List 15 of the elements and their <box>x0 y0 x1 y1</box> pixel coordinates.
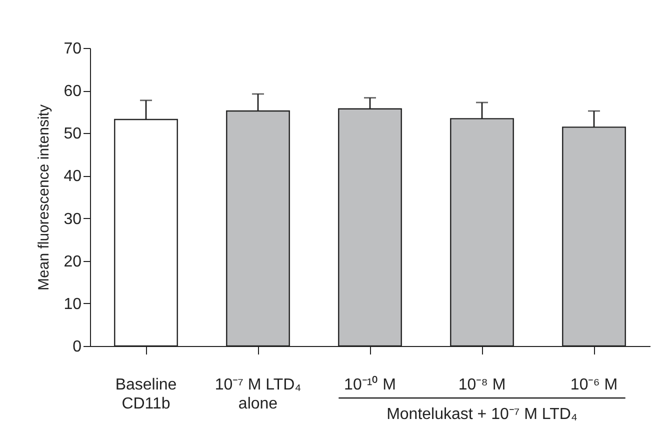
y-tick-label: 40 <box>64 168 82 186</box>
y-tick-label: 50 <box>64 126 82 143</box>
x-tick-label: 10⁻⁸ M <box>458 376 506 394</box>
y-tick-label: 0 <box>72 338 82 356</box>
y-tick-label: 60 <box>64 83 82 100</box>
x-tick-label: 10⁻⁶ M <box>570 376 618 394</box>
y-tick-label: 10 <box>64 296 82 313</box>
y-tick-label: 70 <box>64 40 82 58</box>
x-tick-label: 10⁻¹⁰ M <box>344 376 396 394</box>
x-tick-label: 10⁻⁷ M LTD₄ alone <box>214 376 302 412</box>
y-axis-title: Mean fluorescence intensity <box>36 104 53 290</box>
text: Montelukast + 10⁻⁷ M LTD₄ <box>386 406 578 423</box>
y-tick-label: 30 <box>64 210 82 228</box>
x-tick-label: Baseline CD11b <box>115 376 177 412</box>
y-tick-label: 20 <box>64 253 82 270</box>
